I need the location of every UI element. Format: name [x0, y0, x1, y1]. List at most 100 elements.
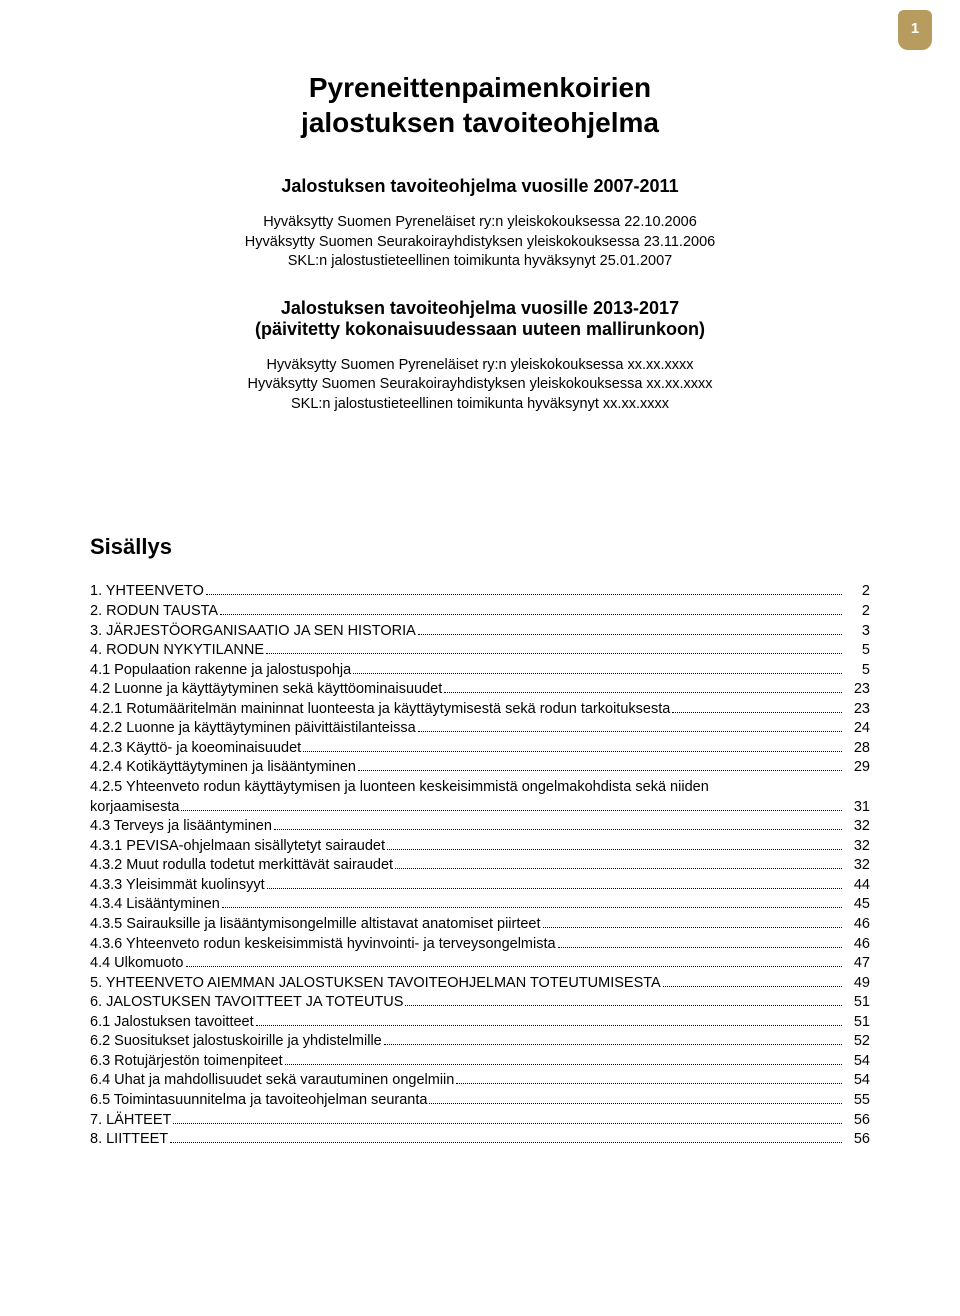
toc-page-number: 56: [844, 1130, 870, 1150]
toc-leader-dots: [285, 1064, 842, 1065]
toc-label: 4.3.6 Yhteenveto rodun keskeisimmistä hy…: [90, 935, 556, 955]
toc-leader-dots: [274, 829, 842, 830]
toc-label: 4.3 Terveys ja lisääntyminen: [90, 817, 272, 837]
block2-line: Hyväksytty Suomen Pyreneläiset ry:n ylei…: [266, 357, 693, 373]
title-line-1: Pyreneittenpaimenkoirien: [309, 72, 651, 103]
toc-row: 4.3.2 Muut rodulla todetut merkittävät s…: [90, 856, 870, 876]
block2-line: SKL:n jalostustieteellinen toimikunta hy…: [291, 396, 669, 412]
toc-leader-dots: [206, 594, 842, 595]
toc-row: 4.2.2 Luonne ja käyttäytyminen päivittäi…: [90, 719, 870, 739]
table-of-contents: 1. YHTEENVETO 22. RODUN TAUSTA 23. JÄRJEST…: [90, 582, 870, 1149]
toc-row: 2. RODUN TAUSTA 2: [90, 602, 870, 622]
toc-page-number: 45: [844, 895, 870, 915]
toc-label: 4.3.2 Muut rodulla todetut merkittävät s…: [90, 856, 393, 876]
toc-page-number: 46: [844, 915, 870, 935]
toc-page-number: 47: [844, 954, 870, 974]
block1-line: SKL:n jalostustieteellinen toimikunta hy…: [288, 253, 672, 269]
toc-leader-dots: [663, 986, 842, 987]
toc-row: 4.3.5 Sairauksille ja lisääntymisongelmi…: [90, 915, 870, 935]
toc-page-number: 31: [844, 798, 870, 818]
toc-page-number: 32: [844, 817, 870, 837]
toc-label: 4.2.1 Rotumääritelmän maininnat luontees…: [90, 700, 670, 720]
toc-page-number: 24: [844, 719, 870, 739]
toc-row: 5. YHTEENVETO AIEMMAN JALOSTUKSEN TAVOIT…: [90, 974, 870, 994]
toc-page-number: 51: [844, 993, 870, 1013]
toc-page-number: 56: [844, 1111, 870, 1131]
toc-label: 4.2.5 Yhteenveto rodun käyttäytymisen ja…: [90, 778, 709, 798]
toc-row: 4.3.6 Yhteenveto rodun keskeisimmistä hy…: [90, 935, 870, 955]
toc-leader-dots: [303, 751, 842, 752]
toc-page-number: 32: [844, 837, 870, 857]
toc-row: 4.3.4 Lisääntyminen 45: [90, 895, 870, 915]
toc-row: 6.4 Uhat ja mahdollisuudet sekä varautum…: [90, 1071, 870, 1091]
toc-row: 4.4 Ulkomuoto 47: [90, 954, 870, 974]
toc-page-number: 55: [844, 1091, 870, 1111]
block1-line: Hyväksytty Suomen Seurakoirayhdistyksen …: [245, 234, 715, 250]
toc-row: 4.2.3 Käyttö- ja koeominaisuudet 28: [90, 739, 870, 759]
toc-label: 4.2.3 Käyttö- ja koeominaisuudet: [90, 739, 301, 759]
toc-leader-dots: [444, 692, 842, 693]
toc-row: 3. JÄRJESTÖORGANISAATIO JA SEN HISTORIA 3: [90, 622, 870, 642]
toc-label: 6.2 Suositukset jalostuskoirille ja yhdi…: [90, 1032, 382, 1052]
toc-label: 6. JALOSTUKSEN TAVOITTEET JA TOTEUTUS: [90, 993, 403, 1013]
toc-row: 7. LÄHTEET 56: [90, 1111, 870, 1131]
toc-label: 4.4 Ulkomuoto: [90, 954, 184, 974]
toc-page-number: 52: [844, 1032, 870, 1052]
toc-leader-dots: [418, 731, 842, 732]
toc-label: 4. RODUN NYKYTILANNE: [90, 641, 264, 661]
toc-page-number: 5: [844, 641, 870, 661]
toc-row: 4.2.5 Yhteenveto rodun käyttäytymisen ja…: [90, 778, 870, 798]
toc-leader-dots: [353, 673, 842, 674]
toc-leader-dots: [456, 1083, 842, 1084]
toc-label: 4.2 Luonne ja käyttäytyminen sekä käyttö…: [90, 680, 442, 700]
toc-label: 7. LÄHTEET: [90, 1111, 171, 1131]
toc-page-number: 44: [844, 876, 870, 896]
toc-page-number: 3: [844, 622, 870, 642]
page: 1 Pyreneittenpaimenkoirien jalostuksen t…: [0, 0, 960, 1316]
toc-page-number: 32: [844, 856, 870, 876]
toc-leader-dots: [418, 634, 842, 635]
toc-leader-dots: [222, 907, 842, 908]
toc-label: 4.3.4 Lisääntyminen: [90, 895, 220, 915]
contents-heading: Sisällys: [90, 534, 870, 560]
toc-leader-dots: [429, 1103, 842, 1104]
toc-leader-dots: [267, 888, 842, 889]
block1-lines: Hyväksytty Suomen Pyreneläiset ry:n ylei…: [90, 213, 870, 272]
toc-row: 4.1 Populaation rakenne ja jalostuspohja…: [90, 661, 870, 681]
toc-row: 4.2.1 Rotumääritelmän maininnat luontees…: [90, 700, 870, 720]
toc-label: 3. JÄRJESTÖORGANISAATIO JA SEN HISTORIA: [90, 622, 416, 642]
toc-leader-dots: [170, 1142, 842, 1143]
toc-leader-dots: [405, 1005, 842, 1006]
toc-row: 6. JALOSTUKSEN TAVOITTEET JA TOTEUTUS 51: [90, 993, 870, 1013]
toc-page-number: 51: [844, 1013, 870, 1033]
toc-row: 4.3 Terveys ja lisääntyminen 32: [90, 817, 870, 837]
toc-page-number: 49: [844, 974, 870, 994]
toc-page-number: 54: [844, 1071, 870, 1091]
document-title: Pyreneittenpaimenkoirien jalostuksen tav…: [90, 70, 870, 140]
page-number: 1: [911, 20, 919, 37]
toc-leader-dots: [173, 1123, 842, 1124]
toc-label: 8. LIITTEET: [90, 1130, 168, 1150]
toc-row: 4.2.4 Kotikäyttäytyminen ja lisääntymine…: [90, 758, 870, 778]
toc-page-number: 23: [844, 700, 870, 720]
toc-label: 4.2.4 Kotikäyttäytyminen ja lisääntymine…: [90, 758, 356, 778]
toc-page-number: 5: [844, 661, 870, 681]
toc-row: korjaamisesta31: [90, 798, 870, 818]
toc-label: 2. RODUN TAUSTA: [90, 602, 218, 622]
toc-row: 6.2 Suositukset jalostuskoirille ja yhdi…: [90, 1032, 870, 1052]
toc-leader-dots: [358, 770, 842, 771]
toc-leader-dots: [266, 653, 842, 654]
toc-row: 4.2 Luonne ja käyttäytyminen sekä käyttö…: [90, 680, 870, 700]
toc-label: 4.3.3 Yleisimmät kuolinsyyt: [90, 876, 265, 896]
toc-page-number: 2: [844, 602, 870, 622]
toc-leader-dots: [256, 1025, 842, 1026]
title-line-2: jalostuksen tavoiteohjelma: [301, 107, 659, 138]
toc-leader-dots: [384, 1044, 842, 1045]
toc-label: 1. YHTEENVETO: [90, 582, 204, 602]
toc-page-number: 28: [844, 739, 870, 759]
toc-row: 6.1 Jalostuksen tavoitteet51: [90, 1013, 870, 1033]
toc-row: 4.3.1 PEVISA-ohjelmaan sisällytetyt sair…: [90, 837, 870, 857]
toc-label: 6.3 Rotujärjestön toimenpiteet: [90, 1052, 283, 1072]
toc-row: 6.3 Rotujärjestön toimenpiteet54: [90, 1052, 870, 1072]
toc-leader-dots: [558, 947, 842, 948]
